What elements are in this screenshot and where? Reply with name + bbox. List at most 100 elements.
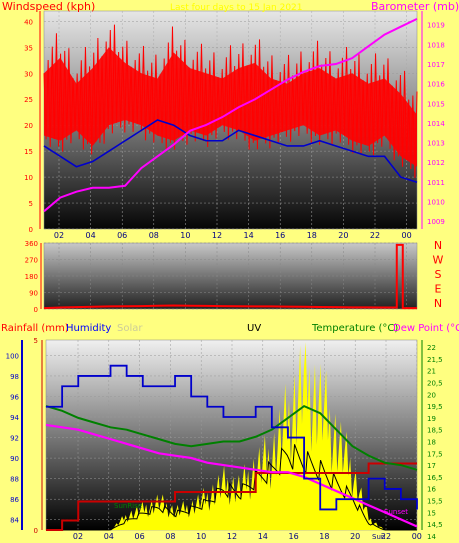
windspeed-gust-line xyxy=(43,24,418,178)
barometer-axis-title: Barometer (mb) xyxy=(371,0,459,13)
uv-line xyxy=(46,444,417,531)
windspeed-tick-label: 20 xyxy=(24,122,33,130)
direction-axes: 0 90 180 270 360 xyxy=(25,240,42,314)
direction-tick-label: 360 xyxy=(25,240,38,248)
bottom-x-tick-label: 00 xyxy=(412,532,422,541)
temperature-tick-label: 17 xyxy=(427,462,436,470)
bottom-x-tick-label: 04 xyxy=(104,532,114,541)
barometer-tick-label: 1010 xyxy=(427,199,445,207)
compass-label: N xyxy=(434,239,442,252)
bottom-x-tick-label: 02 xyxy=(73,532,83,541)
bottom-titles: Rainfall (mm)Humidity Solar UV Temperature … xyxy=(1,323,459,334)
direction-tick-label: 180 xyxy=(25,273,38,281)
average-windspeed-line xyxy=(43,119,418,184)
bottom-x-tick-label: 10 xyxy=(196,532,206,541)
humidity-tick-label: 92 xyxy=(10,435,19,443)
bottom-x-tick-label: 16 xyxy=(289,532,299,541)
barometer-tick-label: 1012 xyxy=(427,159,445,167)
barometer-tick-label: 1013 xyxy=(427,140,445,148)
bottom-series xyxy=(45,342,418,531)
windspeed-tick-label: 10 xyxy=(24,174,33,182)
windspeed-axis-title: Windspeed (kph) xyxy=(2,0,95,13)
barometer-tick-label: 1018 xyxy=(427,41,445,49)
bottom-title-rainfall: Rainfall (mm) xyxy=(1,323,69,334)
temperature-tick-label: 21,5 xyxy=(427,356,443,364)
temperature-tick-label: 14,5 xyxy=(427,521,443,529)
windspeed-tick-label: 35 xyxy=(24,44,33,52)
direction-tick-label: 90 xyxy=(29,290,38,298)
temperature-tick-label: 20,5 xyxy=(427,379,443,387)
temperature-tick-label: 21 xyxy=(427,368,436,376)
direction-plot-area xyxy=(43,242,418,310)
humidity-tick-label: 90 xyxy=(10,455,19,463)
windspeed-tick-label: 15 xyxy=(24,148,33,156)
sunrise-annotation: SunRise xyxy=(114,502,142,510)
temperature-tick-label: 14 xyxy=(427,533,436,541)
humidity-tick-label: 96 xyxy=(10,393,19,401)
bottom-title-solar: Solar xyxy=(117,323,143,334)
compass-label: E xyxy=(435,283,442,296)
direction-tick-label: 270 xyxy=(25,257,38,265)
bottom-x-tick-label: 14 xyxy=(258,532,268,541)
humidity-tick-label: 98 xyxy=(10,373,19,381)
barometer-tick-label: 1015 xyxy=(427,100,445,108)
humidity-tick-label: 88 xyxy=(10,476,19,484)
humidity-tick-label: 94 xyxy=(10,414,19,422)
windspeed-tick-label: 25 xyxy=(24,96,33,104)
wind-direction-line xyxy=(43,243,417,310)
compass-label: S xyxy=(435,268,442,281)
top-x-tick-label: 10 xyxy=(180,231,190,240)
sunset-annotation-2: Sun xyxy=(372,533,385,541)
humidity-tick-label: 100 xyxy=(6,352,19,360)
temperature-tick-label: 19,5 xyxy=(427,403,443,411)
top-axes: 02 04 06 08 10 12 14 16 18 20 22 000510152025303540… xyxy=(24,11,445,240)
bottom-x-tick-label: 12 xyxy=(227,532,237,541)
bottom-title-humidity: Humidity xyxy=(66,323,111,334)
bottom-x-tick-label: 20 xyxy=(350,532,360,541)
windspeed-tick-label: 40 xyxy=(24,18,33,26)
temperature-tick-label: 18,5 xyxy=(427,427,443,435)
compass-label: W xyxy=(433,254,444,267)
temperature-tick-label: 20 xyxy=(427,391,436,399)
windspeed-band xyxy=(44,47,417,167)
temperature-tick-label: 19 xyxy=(427,415,436,423)
bottom-x-tick-label: 08 xyxy=(165,532,175,541)
temperature-tick-label: 18 xyxy=(427,438,436,446)
top-x-tick-label: 18 xyxy=(307,231,317,240)
top-x-tick-label: 02 xyxy=(54,231,64,240)
bottom-title-temperature: Temperature (°C) xyxy=(311,323,398,334)
top-x-tick-label: 08 xyxy=(149,231,159,240)
windspeed-tick-label: 0 xyxy=(29,226,33,234)
rainfall-tick-label: 0 xyxy=(34,527,38,535)
top-x-tick-label: 20 xyxy=(338,231,348,240)
bottom-axes: 02 04 06 08 10 12 14 16 18 20 22 00 84 86 88 90 92 94 96 98… xyxy=(6,337,443,541)
bottom-x-tick-label: 06 xyxy=(135,532,145,541)
temperature-line xyxy=(45,404,418,471)
barometer-tick-label: 1019 xyxy=(427,22,445,30)
temperature-tick-label: 22 xyxy=(427,344,436,352)
temperature-tick-label: 15 xyxy=(427,509,436,517)
temperature-tick-label: 16,5 xyxy=(427,474,443,482)
top-series xyxy=(43,17,418,213)
temperature-tick-label: 15,5 xyxy=(427,497,443,505)
solar-area xyxy=(46,342,417,530)
barometer-tick-label: 1014 xyxy=(427,120,445,128)
temperature-tick-label: 17,5 xyxy=(427,450,443,458)
rainfall-tick-label: 5 xyxy=(34,337,38,345)
temperature-tick-label: 16 xyxy=(427,486,436,494)
rainfall-line xyxy=(46,462,417,531)
humidity-tick-label: 86 xyxy=(10,496,19,504)
direction-series xyxy=(43,243,417,310)
top-x-tick-label: 16 xyxy=(275,231,285,240)
top-x-tick-label: 00 xyxy=(402,231,412,240)
barometer-tick-label: 1016 xyxy=(427,81,445,89)
chart-period-title: Last four days to 15 Jan 2021 xyxy=(170,3,303,13)
windspeed-tick-label: 5 xyxy=(29,200,33,208)
top-x-tick-label: 12 xyxy=(212,231,222,240)
top-x-tick-label: 14 xyxy=(244,231,254,240)
bottom-title-uv: UV xyxy=(247,323,261,334)
top-x-tick-label: 22 xyxy=(370,231,380,240)
